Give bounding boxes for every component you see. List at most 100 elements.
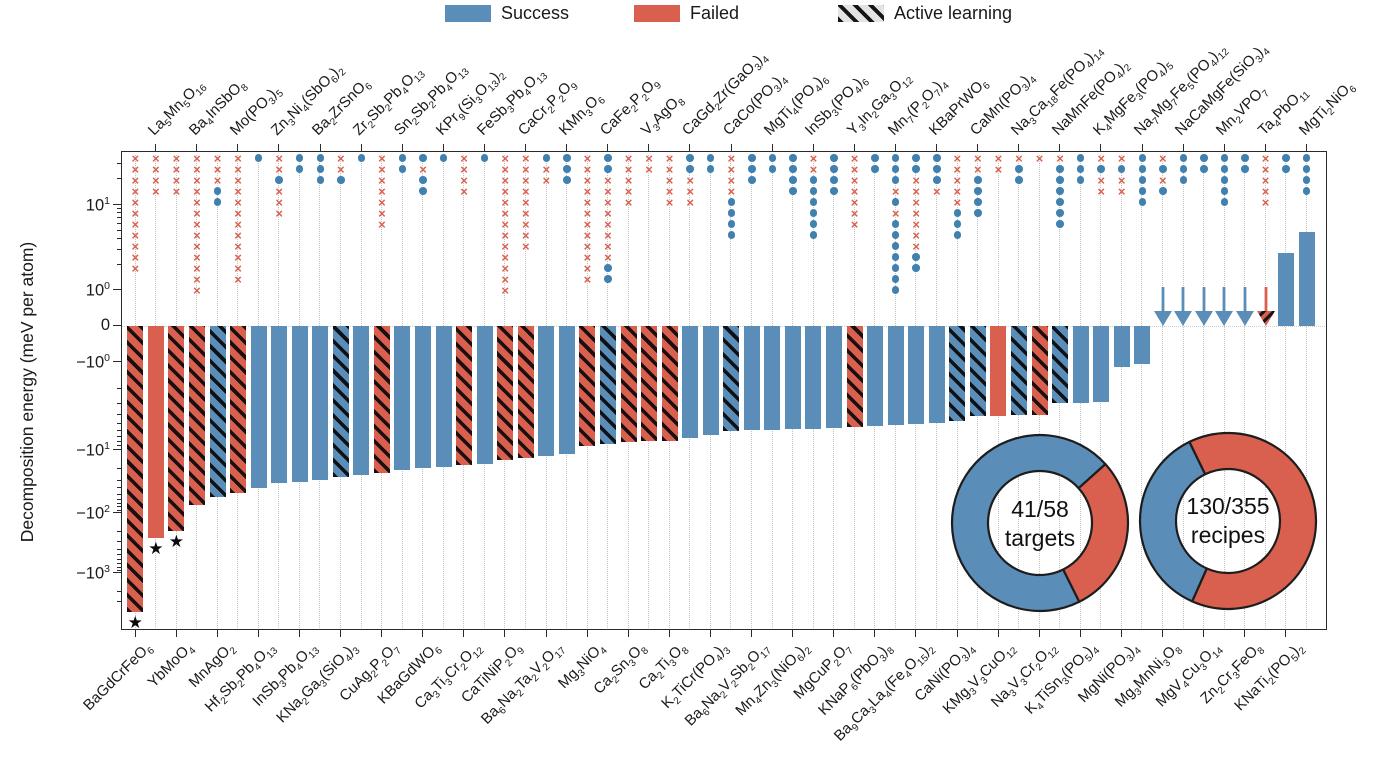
top-tick bbox=[360, 144, 362, 151]
star-marker: ★ bbox=[148, 538, 164, 558]
bottom-tick bbox=[504, 630, 506, 637]
gridline bbox=[1141, 155, 1143, 628]
dot-marker bbox=[789, 154, 797, 162]
bar-Na3V3Cr2O12 bbox=[1031, 326, 1048, 415]
x-marker: × bbox=[378, 217, 386, 232]
y-tick-label: −101 bbox=[76, 440, 110, 460]
x-marker: × bbox=[234, 272, 242, 287]
y-minor-tick bbox=[116, 493, 121, 495]
x-marker: × bbox=[234, 151, 242, 166]
bar-La5Mn5O16 bbox=[147, 326, 164, 538]
dot-marker bbox=[891, 220, 900, 228]
x-marker: × bbox=[131, 184, 140, 199]
x-marker: × bbox=[521, 228, 530, 243]
x-marker: × bbox=[912, 195, 920, 210]
x-marker: × bbox=[850, 217, 859, 232]
gridline bbox=[1182, 155, 1184, 628]
arrow-Mn2VPO7 bbox=[1215, 287, 1234, 326]
x-marker: × bbox=[727, 151, 736, 166]
y-major-tick bbox=[113, 361, 121, 363]
dot-marker bbox=[891, 231, 900, 239]
bottom-tick bbox=[545, 630, 547, 637]
dot-marker bbox=[1015, 176, 1023, 184]
bar-Ba9Ca3La4(Fe4O15)2 bbox=[908, 326, 925, 424]
bar-CaCr2P2O9 bbox=[517, 326, 534, 459]
dot-marker bbox=[398, 154, 407, 162]
gridline bbox=[1203, 155, 1205, 628]
x-marker: × bbox=[912, 239, 920, 254]
dot-marker bbox=[974, 198, 982, 206]
dot-marker bbox=[809, 176, 818, 184]
y-tick-label: 101 bbox=[85, 194, 110, 215]
dot-marker bbox=[809, 187, 818, 195]
x-marker: × bbox=[152, 173, 160, 188]
x-marker: × bbox=[912, 206, 920, 221]
bar-Y3In2Ga3O12 bbox=[846, 326, 863, 428]
top-tick bbox=[936, 144, 937, 151]
dot-marker bbox=[604, 165, 612, 173]
star-marker: ★ bbox=[168, 532, 185, 552]
dot-marker bbox=[1282, 165, 1290, 173]
x-marker: × bbox=[912, 173, 920, 188]
dot-marker bbox=[789, 176, 797, 184]
gridline bbox=[1162, 155, 1163, 628]
x-marker: × bbox=[850, 162, 859, 177]
y-minor-tick bbox=[116, 509, 121, 511]
dot-marker bbox=[953, 231, 962, 239]
success-swatch-icon bbox=[445, 5, 491, 22]
bar-Ba6Na2V2Sb2O17 bbox=[743, 326, 760, 431]
top-tick bbox=[1305, 144, 1307, 151]
dot-marker bbox=[912, 253, 920, 261]
x-marker: × bbox=[953, 173, 962, 188]
x-marker: × bbox=[624, 184, 633, 199]
dot-marker bbox=[1179, 176, 1188, 184]
dot-marker bbox=[891, 165, 900, 173]
dot-marker bbox=[1302, 154, 1311, 162]
x-marker: × bbox=[337, 162, 345, 177]
gridline bbox=[1244, 155, 1246, 628]
dot-marker bbox=[809, 220, 818, 228]
dot-marker bbox=[1282, 154, 1290, 162]
dot-marker bbox=[891, 242, 900, 250]
top-tick bbox=[278, 144, 280, 151]
x-marker: × bbox=[213, 173, 222, 188]
x-marker: × bbox=[665, 173, 674, 188]
dot-marker bbox=[727, 198, 735, 206]
bar-Zn3Ni4(SbO6)2 bbox=[271, 326, 288, 484]
x-marker: × bbox=[645, 151, 653, 166]
top-tick bbox=[1018, 144, 1020, 151]
x-marker: × bbox=[234, 162, 242, 177]
arrow-Mg3MnNi3O8 bbox=[1153, 287, 1172, 326]
bar-K4TiSn3(PO5)4 bbox=[1072, 326, 1089, 403]
x-marker: × bbox=[953, 151, 962, 166]
dot-marker bbox=[974, 209, 982, 217]
y-major-tick bbox=[113, 289, 121, 291]
top-tick bbox=[525, 144, 526, 151]
x-marker: × bbox=[501, 239, 509, 254]
x-marker: × bbox=[891, 206, 900, 221]
bar-NaMnFe(PO4)2 bbox=[1052, 326, 1069, 404]
y-tick-label: −100 bbox=[76, 352, 110, 372]
legend-item-active-learning: Active learning bbox=[838, 3, 1012, 24]
y-tick-label: −102 bbox=[76, 503, 110, 523]
dot-marker bbox=[953, 209, 962, 217]
x-marker: × bbox=[378, 162, 386, 177]
x-marker: × bbox=[624, 173, 633, 188]
star-marker: ★ bbox=[127, 613, 143, 633]
bottom-tick bbox=[257, 630, 259, 637]
y-minor-tick bbox=[116, 248, 121, 250]
bottom-tick bbox=[381, 630, 383, 637]
x-marker: × bbox=[1015, 151, 1023, 166]
x-marker: × bbox=[378, 206, 386, 221]
bottom-tick bbox=[751, 630, 753, 637]
dot-marker bbox=[727, 209, 735, 217]
bottom-tick bbox=[874, 630, 876, 637]
dot-marker bbox=[891, 286, 900, 294]
dot-marker bbox=[419, 154, 427, 162]
x-marker: × bbox=[686, 184, 694, 199]
top-tick bbox=[977, 144, 979, 151]
gridline bbox=[1120, 155, 1122, 628]
bottom-tick bbox=[1244, 630, 1246, 637]
donut-targets-value: 41/58 bbox=[1011, 496, 1069, 522]
dot-marker bbox=[871, 154, 879, 162]
